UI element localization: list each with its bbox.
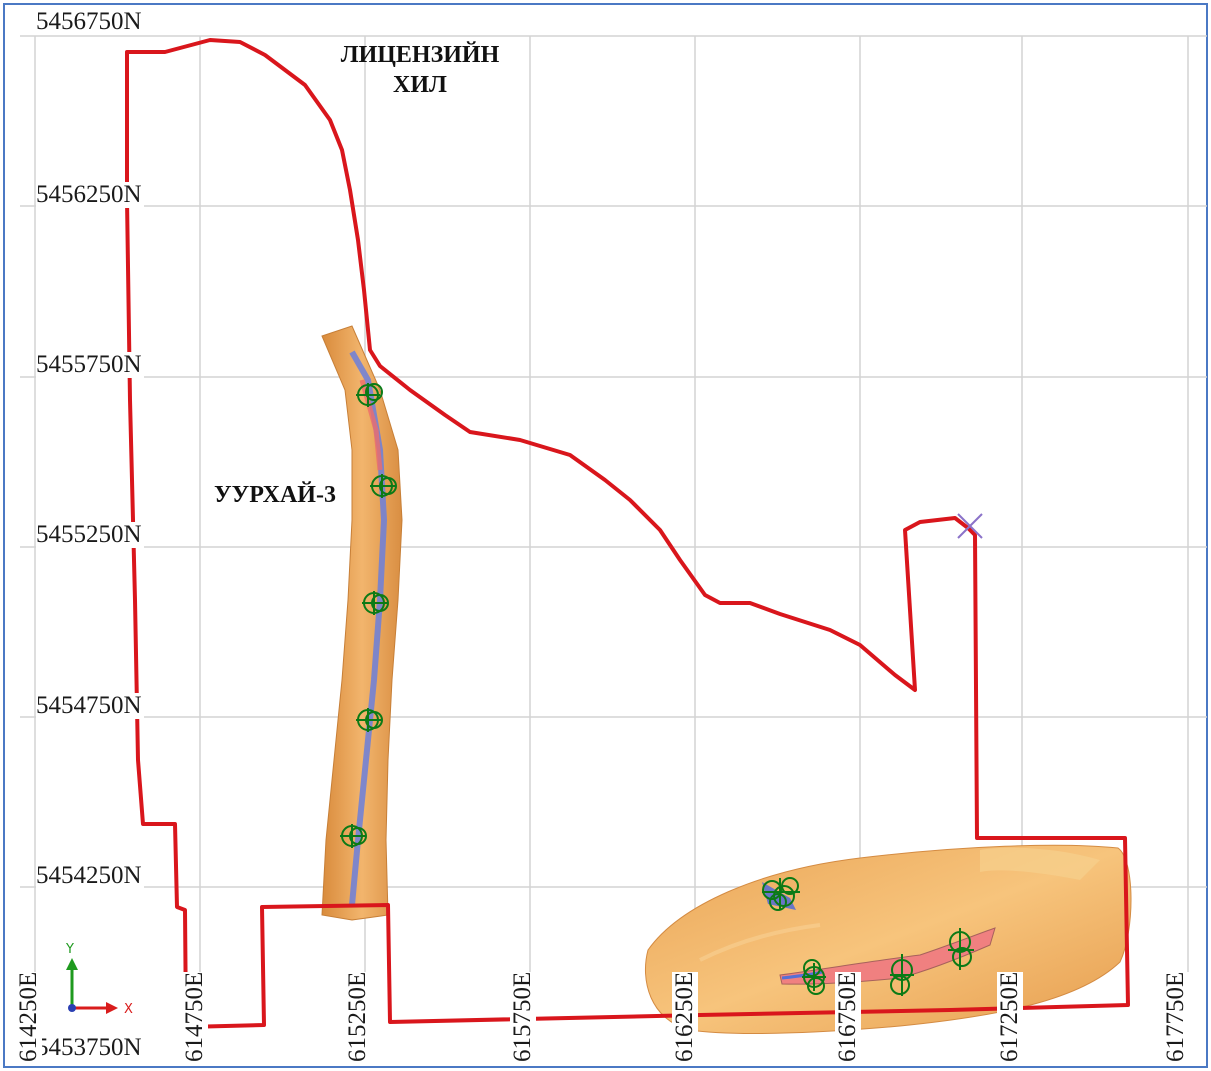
northing-label: 5455250N	[36, 521, 144, 548]
drillhole-icon	[356, 708, 383, 732]
drillhole-icon	[340, 824, 367, 848]
easting-label: 615750E	[509, 971, 536, 1062]
drillhole-icon	[890, 954, 914, 996]
northing-label: 5454750N	[36, 692, 144, 719]
license-area-label-line: ХИЛ	[393, 72, 447, 98]
license-area-label: ЛИЦЕНЗИЙН ХИЛ	[330, 40, 510, 100]
easting-label: 614750E	[181, 971, 208, 1062]
drillhole-icon	[948, 928, 974, 970]
easting-label: 616750E	[834, 971, 861, 1062]
northing-label: 5455750N	[36, 351, 144, 378]
axis-x-label: X	[124, 1002, 133, 1017]
easting-label: 617250E	[996, 971, 1023, 1062]
drillhole-icon	[762, 877, 800, 911]
northing-label: 5453750N	[36, 1034, 144, 1061]
mine-3-label: УУРХАЙ-3	[214, 482, 336, 508]
mine-3-ore-body[interactable]	[321, 325, 403, 921]
license-area-label-line: ЛИЦЕНЗИЙН	[340, 42, 500, 68]
drillhole-icon	[802, 959, 826, 995]
grid	[20, 35, 1207, 1060]
map-border	[3, 3, 1208, 1068]
northing-label: 5456750N	[36, 8, 144, 35]
easting-label: 617750E	[1162, 971, 1189, 1062]
drillhole-markers	[340, 383, 974, 996]
axis-y-label: Y	[65, 942, 74, 957]
drillhole-icon	[370, 474, 397, 498]
easting-label: 615250E	[344, 971, 371, 1062]
easting-label: 616250E	[671, 971, 698, 1062]
drillhole-icon	[362, 591, 389, 615]
northing-label: 5456250N	[36, 181, 144, 208]
northing-label: 5454250N	[36, 862, 144, 889]
corner-marker-icon	[957, 513, 983, 539]
axis-triad: Y X	[65, 942, 133, 1017]
easting-label: 614250E	[15, 971, 42, 1062]
drillhole-icon	[356, 383, 383, 407]
